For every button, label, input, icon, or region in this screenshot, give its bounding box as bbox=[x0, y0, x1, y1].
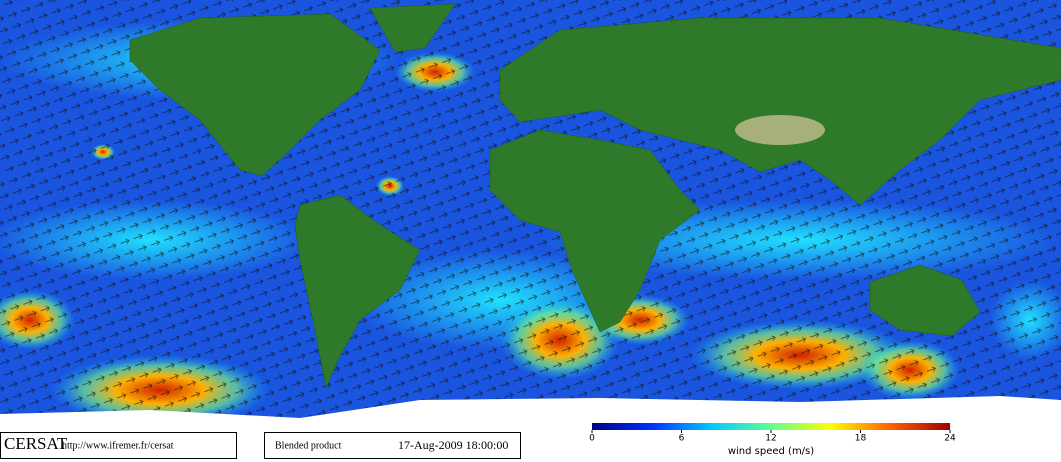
logo: CERSAT bbox=[4, 434, 68, 453]
colorbar-tick-label: 12 bbox=[765, 434, 776, 444]
colorbar-tick-label: 24 bbox=[944, 434, 956, 444]
url: http://www.ifremer.fr/cersat bbox=[62, 440, 174, 451]
product: Blended product bbox=[275, 440, 342, 451]
date: 17-Aug-2009 18:00:00 bbox=[398, 438, 508, 452]
continents bbox=[129, 3, 1061, 389]
colorbar-tick-label: 6 bbox=[679, 434, 685, 444]
logo-box bbox=[0, 432, 237, 459]
colorbar-tick-label: 18 bbox=[855, 434, 867, 444]
antarctica bbox=[0, 396, 1061, 420]
colorbar-label: wind speed (m/s) bbox=[728, 446, 814, 457]
info-box bbox=[264, 432, 521, 459]
colorbar-tick-label: 0 bbox=[589, 434, 595, 444]
colorbar bbox=[592, 423, 950, 430]
